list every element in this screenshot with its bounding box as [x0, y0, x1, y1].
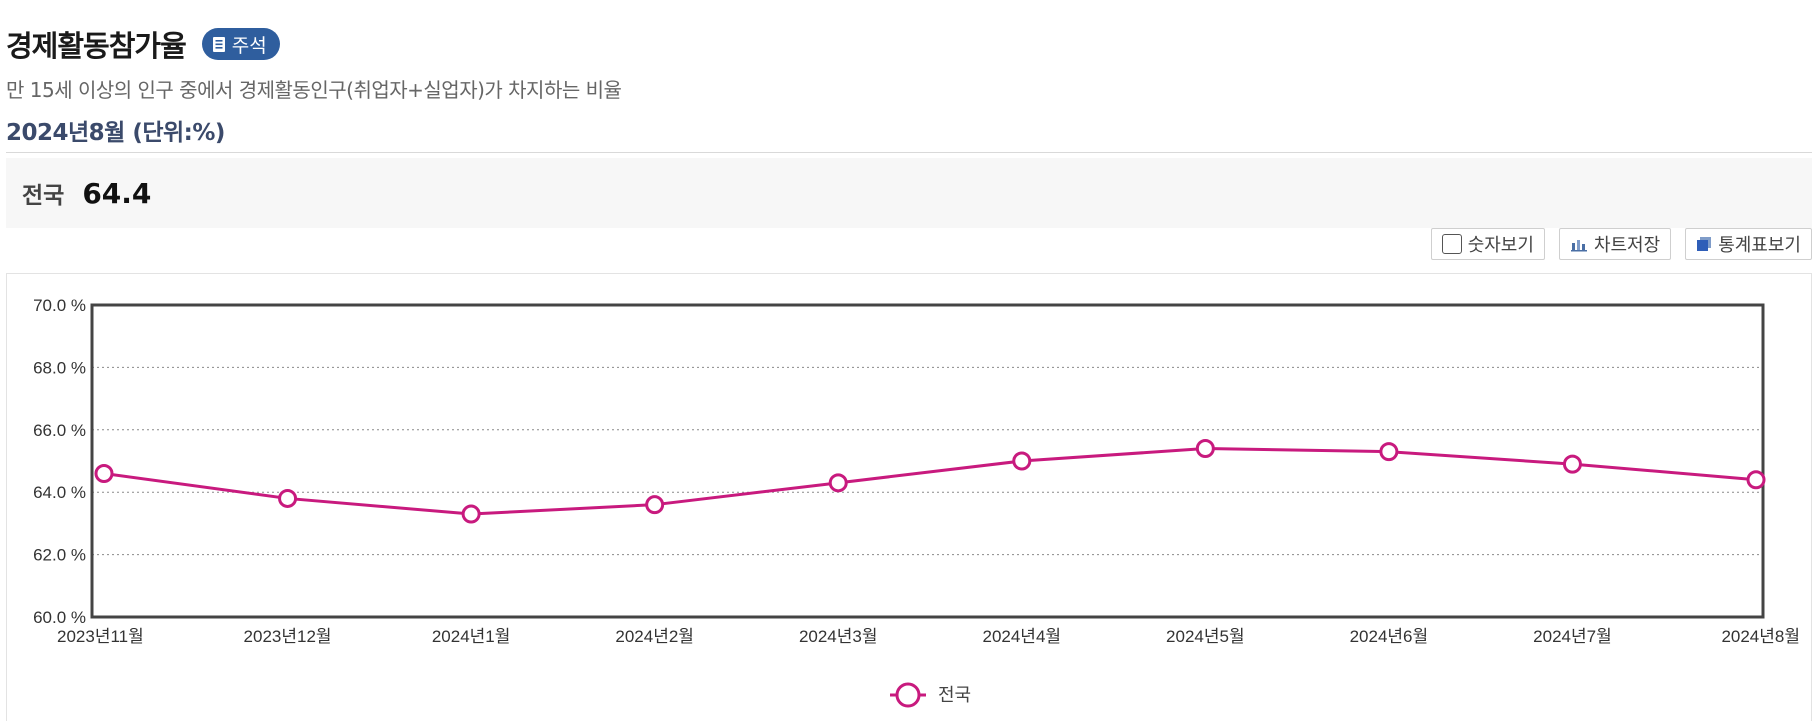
- bar-chart-icon: [1570, 240, 1587, 252]
- y-tick-label: 68.0 %: [33, 358, 86, 377]
- page-subtitle: 만 15세 이상의 인구 중에서 경제활동인구(취업자+실업자)가 차지하는 비…: [6, 78, 622, 102]
- view-table-label: 통계표보기: [1718, 235, 1801, 256]
- table-icon: [1697, 237, 1712, 251]
- x-tick-label: 2024년6월: [1350, 627, 1429, 646]
- note-button[interactable]: 주석: [201, 28, 280, 60]
- y-tick-label: 62.0 %: [33, 546, 86, 565]
- save-chart-button[interactable]: 차트저장: [1558, 228, 1672, 260]
- chart-legend[interactable]: 전국: [890, 682, 971, 708]
- x-tick-label: 2024년7월: [1533, 627, 1612, 646]
- legend-label: 전국: [938, 685, 971, 706]
- data-point[interactable]: [645, 495, 665, 515]
- x-tick-label: 2024년2월: [615, 627, 694, 646]
- x-tick-label: 2024년1월: [432, 627, 511, 646]
- y-tick-label: 60.0 %: [33, 608, 86, 627]
- x-tick-label: 2024년8월: [1721, 627, 1800, 646]
- checkbox-icon[interactable]: [1441, 234, 1462, 254]
- document-icon: [212, 36, 225, 52]
- data-point[interactable]: [828, 473, 848, 493]
- y-tick-label: 66.0 %: [33, 421, 86, 440]
- period-unit: 2024년8월 (단위:%): [6, 120, 225, 146]
- data-point[interactable]: [1746, 470, 1766, 490]
- summary-value: 64.4: [82, 176, 152, 210]
- legend-marker: [895, 682, 921, 708]
- x-tick-label: 2023년11월: [57, 627, 144, 646]
- note-label: 주석: [231, 34, 267, 57]
- data-point[interactable]: [94, 463, 114, 483]
- save-chart-label: 차트저장: [1593, 235, 1661, 256]
- x-tick-label: 2023년12월: [244, 627, 332, 646]
- show-numbers-label: 숫자보기: [1467, 235, 1534, 256]
- data-point[interactable]: [1195, 439, 1215, 459]
- data-point[interactable]: [1012, 451, 1032, 471]
- view-table-button[interactable]: 통계표보기: [1685, 228, 1812, 260]
- data-point[interactable]: [278, 488, 298, 508]
- data-point[interactable]: [1379, 442, 1399, 462]
- page-title: 경제활동참가율: [6, 29, 187, 63]
- y-tick-label: 64.0 %: [33, 483, 86, 502]
- y-tick-label: 70.0 %: [33, 296, 86, 315]
- summary-label: 전국: [22, 183, 65, 209]
- series-line-전국: [103, 447, 1757, 516]
- line-chart: 70.0 % 68.0 % 66.0 % 64.0 % 62.0 % 60.0 % 202…: [33, 296, 1800, 708]
- divider: [6, 152, 1812, 153]
- x-tick-label: 2024년4월: [982, 627, 1061, 646]
- chart-toolbar: 숫자보기 차트저장 통계표보기: [1430, 228, 1812, 262]
- x-tick-label: 2024년3월: [799, 627, 878, 646]
- show-numbers-button[interactable]: 숫자보기: [1430, 228, 1545, 260]
- x-tick-label: 2024년5월: [1166, 627, 1245, 646]
- title-row: 경제활동참가율 주석: [6, 24, 280, 64]
- summary-box: 전국 64.4: [6, 158, 1812, 228]
- chart-container: 70.0 % 68.0 % 66.0 % 64.0 % 62.0 % 60.0 % 202…: [6, 273, 1812, 721]
- plot-frame: [90, 303, 1765, 619]
- data-point[interactable]: [461, 504, 481, 524]
- data-point[interactable]: [1562, 454, 1582, 474]
